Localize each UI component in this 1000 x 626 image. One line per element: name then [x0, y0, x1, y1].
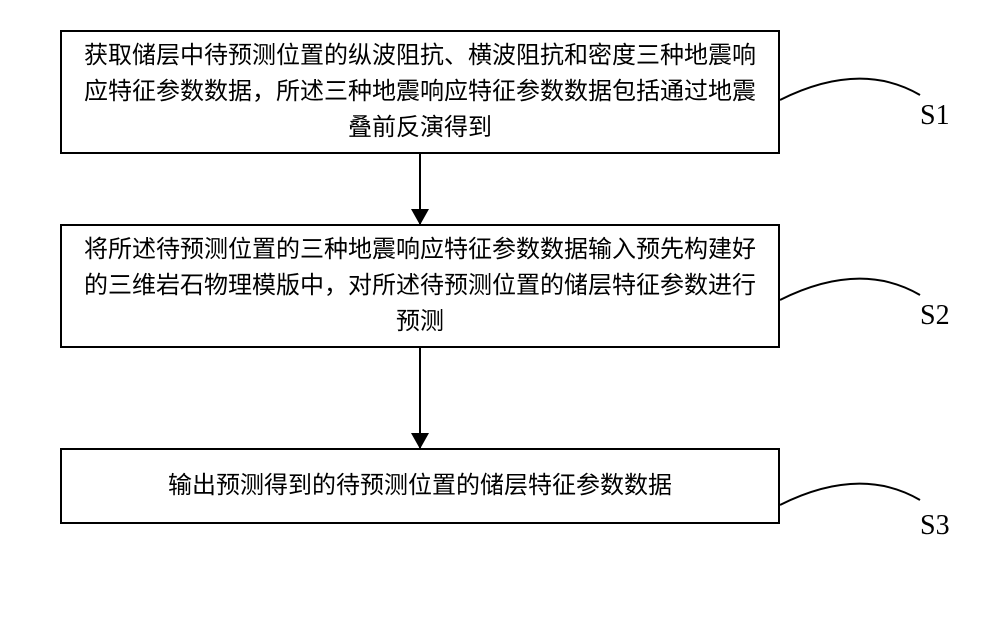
step-label-s2: S2	[920, 300, 950, 332]
flow-step-s2-text: 将所述待预测位置的三种地震响应特征参数数据输入预先构建好的三维岩石物理模版中，对…	[82, 232, 758, 340]
flowchart-container: 获取储层中待预测位置的纵波阻抗、横波阻抗和密度三种地震响应特征参数数据，所述三种…	[60, 30, 940, 524]
step-label-s3: S3	[920, 510, 950, 542]
flow-step-s2: 将所述待预测位置的三种地震响应特征参数数据输入预先构建好的三维岩石物理模版中，对…	[60, 224, 780, 348]
flow-step-s3-text: 输出预测得到的待预测位置的储层特征参数数据	[168, 468, 672, 504]
flow-step-s1-text: 获取储层中待预测位置的纵波阻抗、横波阻抗和密度三种地震响应特征参数数据，所述三种…	[82, 38, 758, 146]
step-label-s1: S1	[920, 100, 950, 132]
flow-step-s1: 获取储层中待预测位置的纵波阻抗、横波阻抗和密度三种地震响应特征参数数据，所述三种…	[60, 30, 780, 154]
flow-step-s3: 输出预测得到的待预测位置的储层特征参数数据	[60, 448, 780, 524]
flow-arrow-1	[60, 154, 780, 224]
flow-arrow-2	[60, 348, 780, 448]
